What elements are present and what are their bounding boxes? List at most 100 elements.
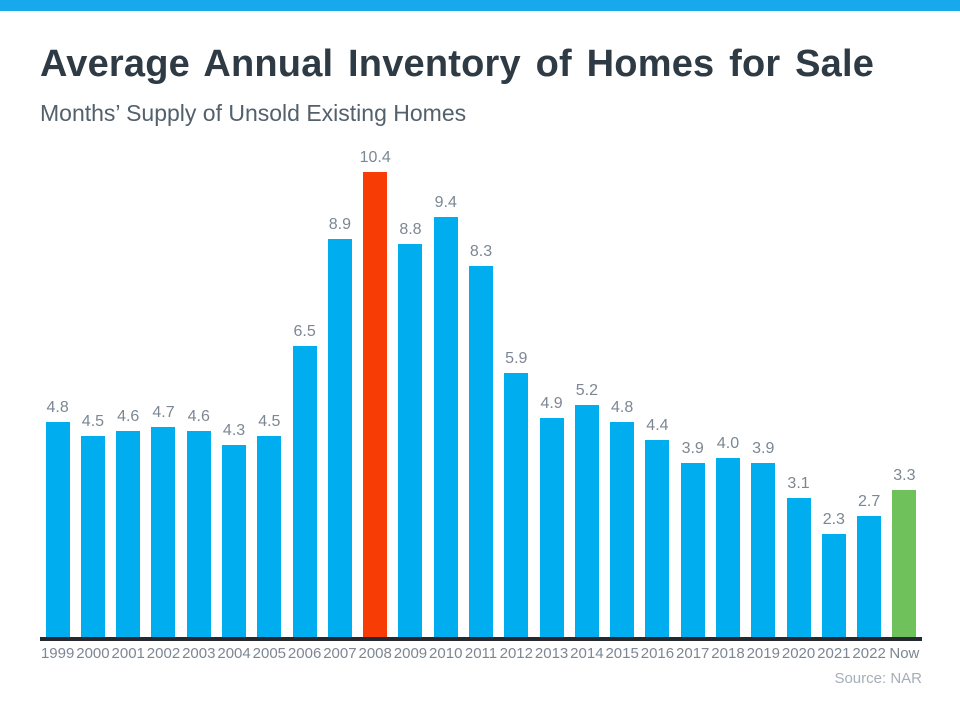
- bar-column-1999: 4.8: [40, 399, 75, 637]
- x-axis-label-2016: 2016: [640, 645, 675, 662]
- x-axis-label-2011: 2011: [464, 645, 498, 662]
- x-axis-label-Now: Now: [889, 645, 920, 662]
- bar-column-Now: 3.3: [887, 466, 922, 637]
- bar-column-2020: 3.1: [781, 475, 816, 637]
- bar-value-label: 10.4: [359, 149, 391, 167]
- x-axis-label-2017: 2017: [676, 645, 710, 662]
- bar-Now: [892, 489, 917, 637]
- x-axis-label-2005: 2005: [252, 645, 287, 662]
- x-axis-label-2021: 2021: [817, 645, 851, 662]
- bar-2009: [398, 243, 423, 637]
- x-axis-label-2001: 2001: [111, 645, 145, 662]
- bar-value-label: 8.9: [328, 216, 352, 234]
- bar-column-2022: 2.7: [851, 493, 886, 637]
- bar-value-label: 9.4: [434, 193, 457, 211]
- bar-2021: [821, 534, 846, 637]
- bar-column-2016: 4.4: [640, 417, 675, 637]
- bar-2002: [151, 426, 176, 637]
- bar-2001: [116, 431, 141, 637]
- x-axis-label-2004: 2004: [217, 645, 251, 662]
- bar-column-2009: 8.8: [393, 221, 428, 637]
- bar-value-label: 4.8: [46, 399, 69, 417]
- x-axis-label-2022: 2022: [852, 645, 886, 662]
- x-axis-label-2002: 2002: [146, 645, 181, 662]
- bar-value-label: 6.5: [293, 323, 316, 341]
- bar-2003: [186, 431, 211, 637]
- x-axis-label-2006: 2006: [287, 645, 322, 662]
- bar-value-label: 3.1: [787, 475, 810, 493]
- bar-column-2000: 4.5: [75, 413, 110, 637]
- bar-2017: [680, 462, 705, 637]
- x-axis-label-2020: 2020: [781, 645, 816, 662]
- bar-2018: [715, 458, 740, 637]
- page-content: Average Annual Inventory of Homes for Sa…: [0, 43, 960, 687]
- bar-column-2013: 4.9: [534, 395, 569, 637]
- bar-chart: 4.8 4.5 4.6 4.7 4.6 4.3 4.5 6.5 8.9 10.4 8.8 9.4 8.3…: [40, 149, 922, 687]
- x-axis-label-2018: 2018: [711, 645, 745, 662]
- bar-column-2004: 4.3: [216, 422, 251, 637]
- bar-column-2007: 8.9: [322, 216, 357, 637]
- bar-column-2002: 4.7: [146, 404, 181, 637]
- chart-x-axis-labels: 1999 2000 2001 2002 2003 2004 2005 2006 2007 2008…: [40, 645, 922, 662]
- bar-column-2014: 5.2: [569, 382, 604, 637]
- bar-column-2001: 4.6: [111, 408, 146, 637]
- bar-value-label: 4.5: [81, 412, 105, 430]
- bar-value-label: 8.8: [399, 220, 422, 238]
- bar-value-label: 4.8: [611, 399, 634, 417]
- bar-2014: [574, 404, 599, 637]
- page-subtitle: Months’ Supply of Unsold Existing Homes: [40, 100, 467, 126]
- bar-column-2019: 3.9: [746, 440, 781, 637]
- bar-value-label: 4.5: [258, 412, 281, 430]
- bar-2011: [469, 266, 494, 637]
- bar-column-2011: 8.3: [463, 243, 498, 637]
- bar-value-label: 8.3: [469, 243, 493, 260]
- bar-2013: [539, 417, 564, 637]
- bar-value-label: 4.7: [152, 403, 175, 421]
- bar-2006: [292, 346, 317, 637]
- x-axis-label-2008: 2008: [358, 645, 392, 662]
- x-axis-label-2012: 2012: [499, 645, 533, 662]
- chart-plot-area: 4.8 4.5 4.6 4.7 4.6 4.3 4.5 6.5 8.9 10.4 8.8 9.4 8.3…: [40, 149, 922, 641]
- bar-column-2008: 10.4: [358, 149, 393, 637]
- x-axis-label-2010: 2010: [429, 645, 463, 662]
- x-axis-label-2014: 2014: [570, 645, 604, 662]
- x-axis-label-2000: 2000: [76, 645, 110, 662]
- bar-1999: [45, 422, 70, 637]
- bar-2005: [257, 435, 282, 637]
- bar-value-label: 5.2: [575, 381, 598, 399]
- bar-column-2018: 4.0: [710, 435, 745, 637]
- bar-value-label: 3.3: [893, 466, 916, 484]
- bar-2004: [222, 444, 247, 637]
- bar-2008: [363, 172, 388, 637]
- bar-column-2003: 4.6: [181, 408, 216, 637]
- x-axis-label-2007: 2007: [323, 645, 357, 662]
- bar-2015: [610, 422, 635, 637]
- bar-2010: [433, 216, 458, 637]
- bar-value-label: 3.9: [681, 439, 704, 457]
- bar-2000: [80, 435, 105, 637]
- x-axis-label-2019: 2019: [746, 645, 780, 662]
- bar-2007: [327, 239, 352, 637]
- bar-column-2010: 9.4: [428, 194, 463, 637]
- x-axis-label-2003: 2003: [182, 645, 216, 662]
- bar-value-label: 2.7: [857, 493, 881, 511]
- bar-column-2012: 5.9: [499, 350, 534, 637]
- bar-2020: [786, 498, 811, 637]
- bar-column-2005: 4.5: [252, 413, 287, 637]
- bar-value-label: 2.3: [822, 511, 845, 529]
- bar-2016: [645, 440, 670, 637]
- bar-value-label: 4.4: [646, 417, 669, 435]
- bar-column-2015: 4.8: [605, 399, 640, 637]
- x-axis-label-2009: 2009: [393, 645, 428, 662]
- bar-2022: [857, 516, 882, 637]
- bar-value-label: 3.9: [752, 439, 775, 457]
- bar-2019: [751, 462, 776, 637]
- bar-column-2017: 3.9: [675, 440, 710, 637]
- bar-value-label: 4.3: [222, 421, 246, 439]
- bar-column-2021: 2.3: [816, 511, 851, 637]
- bar-value-label: 5.9: [505, 350, 528, 368]
- bar-column-2006: 6.5: [287, 323, 322, 637]
- bar-value-label: 4.6: [117, 408, 140, 426]
- top-accent-bar: [0, 0, 960, 11]
- bar-value-label: 4.9: [540, 394, 563, 412]
